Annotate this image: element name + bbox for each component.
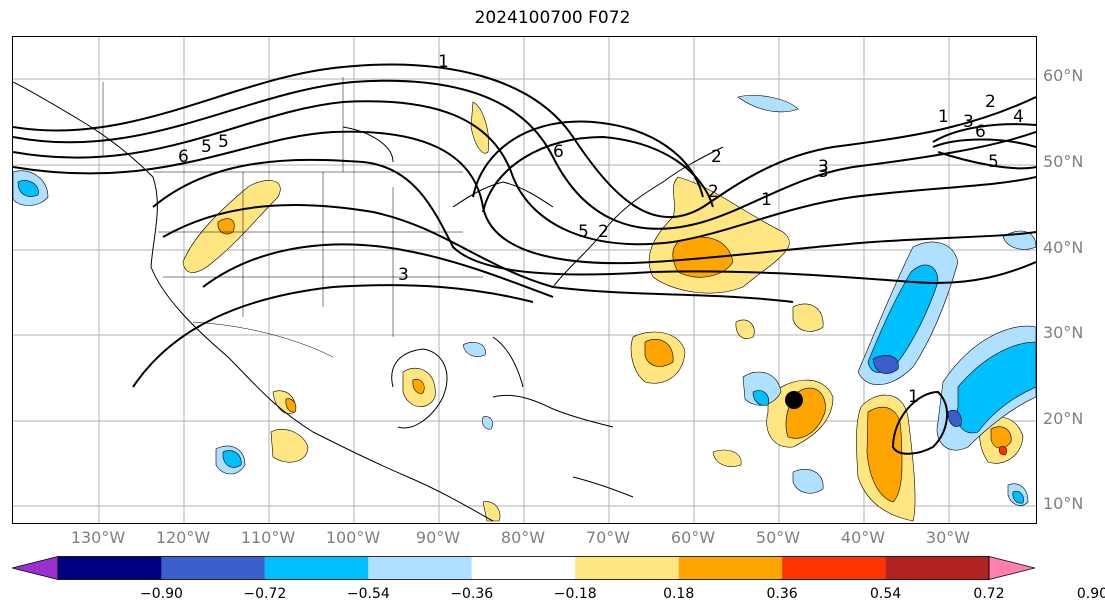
contour-label: 6 [553, 142, 564, 162]
colorbar-segments [12, 556, 1035, 580]
lon-label: 100°W [325, 528, 381, 547]
lon-label: 50°W [755, 528, 801, 547]
political-borders [102, 77, 483, 358]
contour-label: 4 [1013, 107, 1024, 127]
negative-anomaly-shading [13, 95, 1036, 506]
lon-label: 80°W [500, 528, 546, 547]
lon-label: 30°W [925, 528, 971, 547]
contour-label: 1 [761, 190, 772, 210]
colorbar-tick-label: 0.90 [1076, 586, 1105, 602]
contour-label: 2 [598, 222, 609, 242]
contour-label: 2 [985, 92, 996, 112]
lon-label: 110°W [240, 528, 296, 547]
lat-label: 10°N [1043, 494, 1084, 513]
map-title: 2024100700 F072 [474, 8, 631, 28]
colorbar-segment [575, 556, 679, 580]
colorbar-segment [58, 556, 162, 580]
lat-label: 60°N [1043, 66, 1084, 85]
contour-label: 2 [711, 147, 722, 167]
contour-label: 5 [218, 132, 229, 152]
contour-label-group: 1 2 3 5 6 1 2 3 5 6 1 2 3 4 5 6 1 2 3 5 [178, 52, 1024, 407]
coastlines [13, 81, 724, 522]
colorbar-outline [57, 556, 990, 580]
colorbar-min-extend [12, 556, 59, 580]
colorbar-segment [264, 556, 369, 580]
colorbar [12, 556, 1035, 580]
contour-label: 6 [178, 147, 189, 167]
colorbar-tick-label: 0.72 [973, 586, 1005, 602]
colorbar-tick-label: −0.72 [243, 586, 287, 602]
contour-label: 3 [963, 112, 974, 132]
colorbar-segment [678, 556, 783, 580]
colorbar-segment [161, 556, 265, 580]
contour-label: 6 [975, 122, 986, 142]
contour-label: 5 [578, 222, 589, 242]
contour-label: 3 [818, 162, 829, 182]
colorbar-tick-label: 0.36 [766, 586, 798, 602]
map-panel: 1 2 3 5 6 1 2 3 5 6 1 2 3 4 5 6 1 2 3 5 [12, 36, 1037, 524]
strong-positive-anomaly-shading [217, 218, 1012, 503]
colorbar-tick-label: 0.18 [663, 586, 695, 602]
lat-label: 20°N [1043, 409, 1084, 428]
lat-label: 50°N [1043, 152, 1084, 171]
lon-label: 40°W [840, 528, 886, 547]
colorbar-ticks [160, 579, 990, 580]
colorbar-segment [471, 556, 576, 580]
colorbar-max-extend [988, 556, 1035, 580]
contour-label: 2 [708, 182, 719, 202]
contour-label: 1 [938, 107, 949, 127]
map-canvas: 1 2 3 5 6 1 2 3 5 6 1 2 3 4 5 6 1 2 3 5 [13, 37, 1036, 523]
colorbar-tick-label: −0.90 [139, 586, 183, 602]
colorbar-tick-label: −0.36 [450, 586, 494, 602]
colorbar-tick-label: −0.54 [346, 586, 390, 602]
contour-label: 1 [438, 52, 449, 72]
geopotential-contours [13, 63, 1036, 455]
colorbar-segment [885, 556, 989, 580]
colorbar-tick-label: −0.18 [553, 586, 597, 602]
contour-label: 3 [818, 157, 829, 177]
lat-label: 30°N [1043, 323, 1084, 342]
colorbar-segment [782, 556, 886, 580]
lon-label: 70°W [585, 528, 631, 547]
contour-label: 3 [398, 265, 409, 285]
storm-center-marker [785, 391, 803, 409]
lon-label: 120°W [155, 528, 211, 547]
colorbar-segment [368, 556, 472, 580]
contour-label: 1 [908, 387, 919, 407]
contour-label: 5 [201, 137, 212, 157]
lon-label: 60°W [670, 528, 716, 547]
lon-label: 130°W [70, 528, 126, 547]
colorbar-tick-label: 0.54 [869, 586, 902, 602]
contour-label: 5 [988, 152, 999, 172]
lat-label: 40°N [1043, 238, 1084, 257]
lon-label: 90°W [415, 528, 461, 547]
